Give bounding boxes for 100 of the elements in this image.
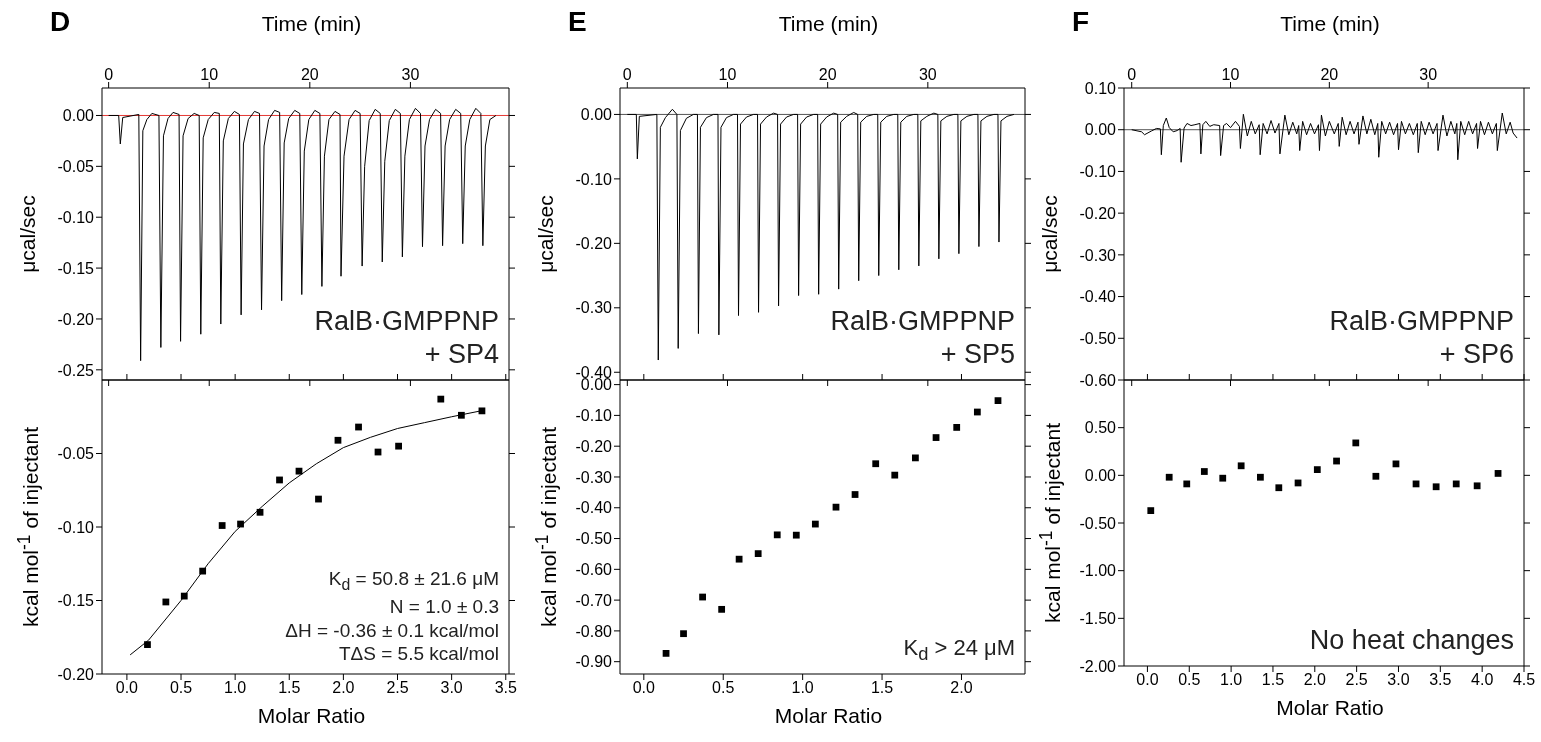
x-tick-label: 2.0 <box>950 679 973 697</box>
x-tick-label: 0.0 <box>115 679 139 697</box>
y-tick-label: 0.00 <box>1084 467 1117 485</box>
x-tick-label: 3.0 <box>440 679 463 697</box>
x-tick-label: 10 <box>200 66 219 83</box>
y-tick-label: -0.50 <box>1079 329 1117 347</box>
x-axis-title: Time (min) <box>1280 12 1380 35</box>
x-tick-label: 20 <box>300 66 319 83</box>
y-tick-label: -0.80 <box>575 622 613 640</box>
y-tick-label: -0.60 <box>575 561 613 579</box>
annotation: K$_{d}$ > 24 μM <box>903 633 1015 666</box>
point <box>1237 462 1245 470</box>
point <box>1372 472 1380 480</box>
point <box>295 467 303 475</box>
y-axis-title: μcal/sec <box>16 195 40 273</box>
point <box>953 424 961 431</box>
y-axis-title: μcal/sec <box>1038 195 1062 273</box>
y-tick-label: -0.20 <box>57 310 95 328</box>
x-axis-title: Time (min) <box>778 12 879 35</box>
annotation: TΔS = 5.5 kcal/mol <box>338 642 499 666</box>
point <box>1333 457 1340 465</box>
y-tick-label: -0.20 <box>575 235 613 253</box>
point <box>792 531 800 539</box>
y-tick-label: -1.00 <box>1079 562 1117 580</box>
point <box>754 550 762 558</box>
chart-title: D <box>50 6 71 38</box>
y-tick-label: 0.00 <box>62 107 95 125</box>
x-tick-label: 0.5 <box>169 679 193 697</box>
y-tick-label: -0.20 <box>1079 204 1117 222</box>
y-tick-label: 0.00 <box>580 106 613 124</box>
point <box>773 531 781 539</box>
point <box>1473 482 1481 490</box>
y-tick-label: -0.40 <box>575 499 613 517</box>
x-tick-label: 4.0 <box>1471 671 1494 689</box>
point <box>355 423 362 431</box>
x-tick-label: 1.5 <box>870 679 894 697</box>
point <box>912 454 919 462</box>
annotation: ΔH = -0.36 ± 0.1 kcal/mol <box>285 618 499 643</box>
point <box>735 555 743 563</box>
x-axis-title: Molar Ratio <box>1275 696 1385 720</box>
point <box>1452 480 1460 488</box>
x-tick-label: 2.0 <box>332 679 355 697</box>
annotation: + SP5 <box>939 338 1015 372</box>
x-tick-label: 3.5 <box>494 679 517 697</box>
point <box>1147 507 1155 514</box>
x-axis-title: Time (min) <box>261 12 362 35</box>
x-tick-label: 3.5 <box>1429 671 1452 689</box>
y-tick-label: -0.90 <box>575 653 613 671</box>
y-tick-label: -0.40 <box>1079 288 1117 306</box>
x-tick-label: 30 <box>1419 66 1438 83</box>
y-tick-label: -0.50 <box>1079 514 1117 532</box>
x-tick-label: 0.5 <box>1178 671 1201 689</box>
x-tick-label: 1.5 <box>278 679 301 697</box>
x-tick-label: 1.5 <box>1261 671 1285 689</box>
y-tick-label: -0.30 <box>575 468 613 486</box>
point <box>718 605 726 613</box>
point <box>891 471 899 479</box>
point <box>180 592 188 600</box>
x-tick-label: 10 <box>718 66 737 83</box>
point <box>832 503 840 511</box>
point <box>699 593 706 601</box>
line-series <box>108 107 497 362</box>
x-tick-label: 1.0 <box>791 679 814 697</box>
x-tick-label: 0 <box>1127 66 1137 83</box>
y-tick-label: -0.60 <box>1079 371 1117 389</box>
annotation: N = 1.0 ± 0.3 <box>388 594 499 619</box>
point <box>1313 466 1321 473</box>
y-tick-label: -0.10 <box>57 518 95 536</box>
y-tick-label: 0.50 <box>1084 419 1117 437</box>
annotation: RalB·GMPPNP <box>1329 304 1514 338</box>
y-axis-title: μcal/sec <box>534 195 558 273</box>
x-axis-title: Molar Ratio <box>773 704 884 728</box>
y-tick-label: -0.20 <box>575 437 613 455</box>
x-tick-label: 0.5 <box>712 679 735 697</box>
point <box>811 520 819 528</box>
point <box>680 630 687 638</box>
x-tick-label: 30 <box>918 66 937 83</box>
point <box>334 436 342 444</box>
y-tick-label: -0.50 <box>575 530 613 548</box>
x-tick-label: 0 <box>622 66 632 83</box>
y-tick-label: -0.05 <box>57 158 95 176</box>
point <box>395 442 402 450</box>
y-tick-label: -0.30 <box>575 299 613 317</box>
y-tick-label: -2.00 <box>1079 657 1117 675</box>
y-tick-label: -0.40 <box>575 363 613 381</box>
point <box>199 567 207 575</box>
x-tick-label: 1.0 <box>224 679 247 697</box>
line-series <box>626 108 1015 361</box>
point <box>1183 480 1191 488</box>
annotation: + SP4 <box>423 338 499 372</box>
point <box>994 397 1002 405</box>
point <box>1200 468 1208 475</box>
point <box>1219 474 1227 482</box>
x-tick-label: 30 <box>401 66 420 83</box>
point <box>1432 483 1440 491</box>
point <box>1165 473 1173 481</box>
x-tick-label: 1.0 <box>1219 671 1243 689</box>
annotation: RalB·GMPPNP <box>314 304 499 338</box>
annotation: + SP6 <box>1438 338 1514 372</box>
y-tick-label: -0.70 <box>575 591 613 609</box>
